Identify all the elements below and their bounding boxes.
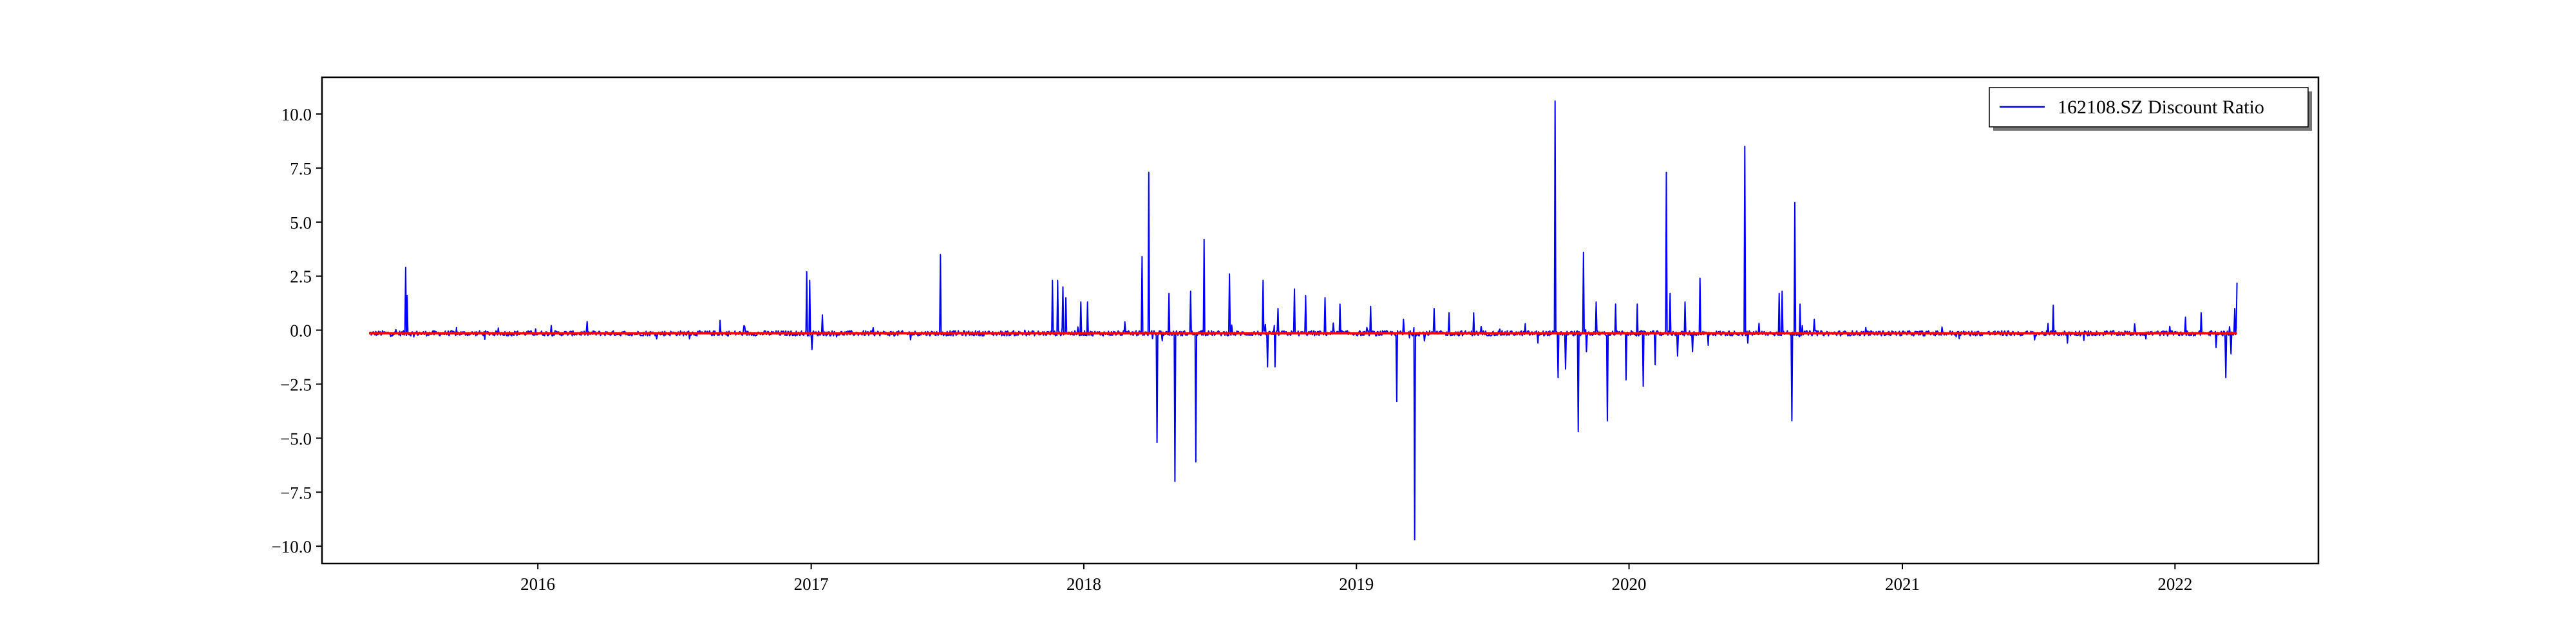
x-tick-label: 2020	[1612, 574, 1647, 594]
legend-series-label: 162108.SZ Discount Ratio	[2058, 97, 2264, 118]
axes-layer: −10.0 −7.5 −5.0 −2.5 0.0 2.5 5.0 7.5 10.0 2016 201…	[272, 105, 2193, 594]
series-layer	[368, 100, 2238, 541]
x-tick-label: 2022	[2157, 574, 2192, 594]
y-tick-label: 0.0	[290, 321, 312, 341]
y-tick-label: 7.5	[290, 159, 312, 178]
y-tick-label: 2.5	[290, 267, 312, 287]
y-tick-label: 10.0	[281, 105, 312, 124]
legend: 162108.SZ Discount Ratio	[1989, 87, 2312, 131]
y-tick-label: −7.5	[280, 483, 312, 502]
plot-frame	[321, 76, 2320, 565]
y-tick-label: −5.0	[280, 429, 312, 448]
y-tick-label: 5.0	[290, 213, 312, 232]
x-tick-label: 2017	[794, 574, 829, 594]
y-tick-label: −2.5	[280, 375, 312, 394]
x-tick-label: 2019	[1339, 574, 1374, 594]
series-line-discount-ratio	[368, 100, 2238, 541]
x-tick-label: 2016	[520, 574, 555, 594]
x-tick-label: 2018	[1066, 574, 1101, 594]
x-tick-label: 2021	[1885, 574, 1920, 594]
y-tick-label: −10.0	[272, 537, 312, 556]
